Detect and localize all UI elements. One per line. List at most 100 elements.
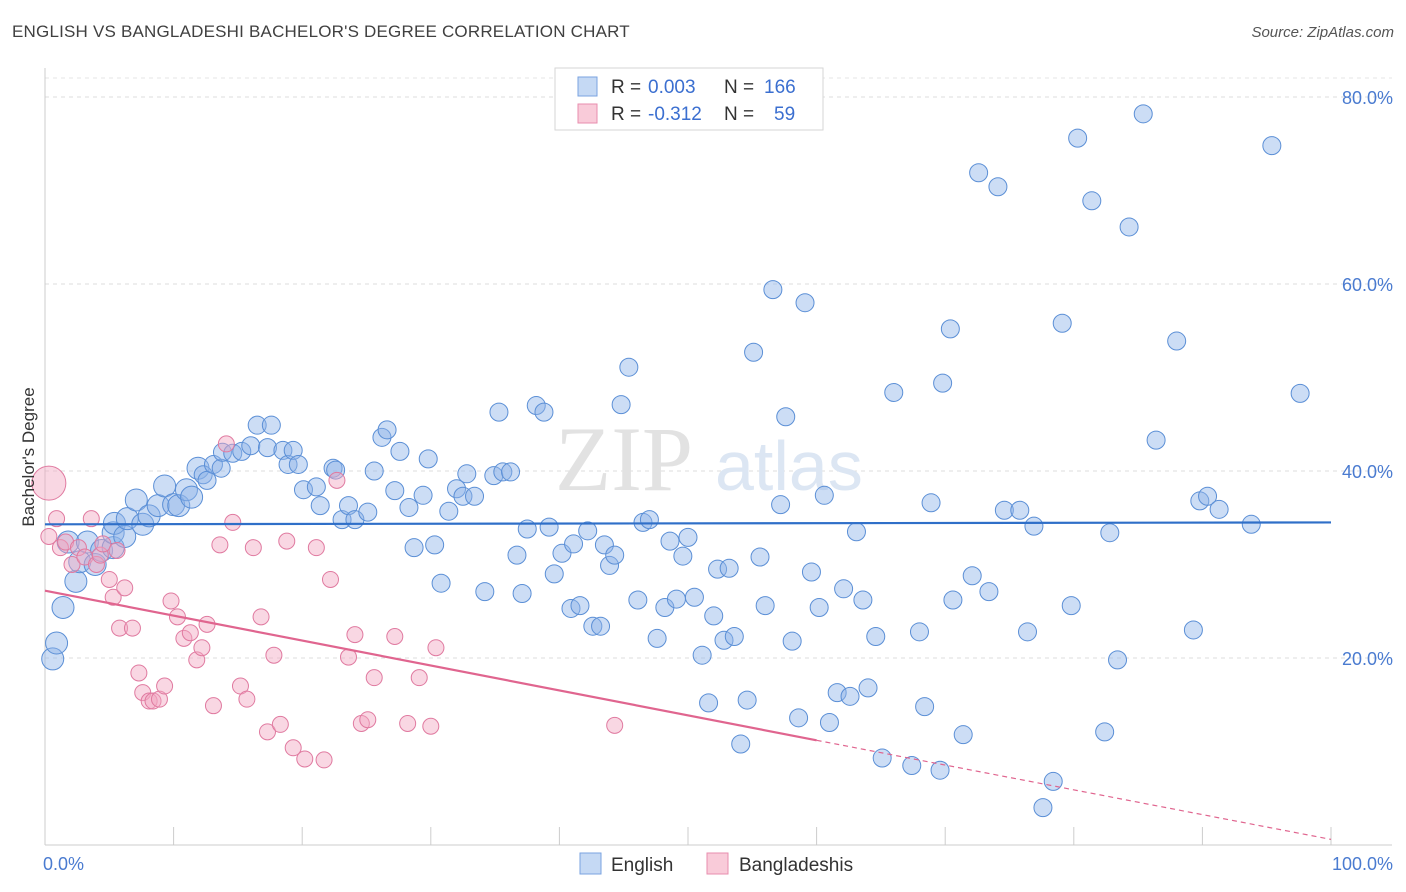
data-point-bangladeshis (315, 751, 333, 769)
data-point-english (953, 725, 973, 745)
data-point-bangladeshis (94, 535, 112, 553)
data-point-english (1052, 313, 1072, 333)
data-point-english (288, 454, 308, 474)
data-point-english (902, 756, 922, 776)
data-point-english (744, 342, 764, 362)
data-point-english (64, 569, 88, 593)
data-point-english (418, 449, 438, 469)
data-point-english (619, 357, 639, 377)
data-point-english (872, 748, 892, 768)
data-point-english (782, 631, 802, 651)
y-tick-label: 60.0% (1342, 275, 1393, 295)
data-point-bangladeshis (104, 588, 122, 606)
data-point-english (724, 626, 744, 646)
data-point-bangladeshis (198, 615, 216, 633)
legend-n-value-2: 59 (774, 104, 795, 125)
data-point-bangladeshis (82, 510, 100, 528)
data-point-english (493, 462, 513, 482)
data-point-bangladeshis (410, 669, 428, 687)
data-point-english (534, 402, 554, 422)
data-point-bangladeshis (111, 619, 129, 637)
data-point-english (465, 486, 485, 506)
data-point-bangladeshis (307, 539, 325, 557)
data-point-english (278, 454, 298, 474)
data-point-english (979, 582, 999, 602)
data-point-english (814, 485, 834, 505)
data-point-bangladeshis (346, 626, 364, 644)
data-point-english (714, 630, 734, 650)
data-point-english (1095, 722, 1115, 742)
data-point-english (247, 415, 267, 435)
data-point-bangladeshis (31, 465, 67, 501)
data-point-english (988, 177, 1008, 197)
data-point-english (283, 440, 303, 460)
bottom-legend-label-bangladeshis: Bangladeshis (739, 855, 853, 876)
data-point-bangladeshis (57, 533, 75, 551)
x-tick-label: 0.0% (43, 854, 84, 874)
source-credit: Source: ZipAtlas.com (1251, 24, 1394, 41)
data-point-bangladeshis (181, 624, 199, 642)
data-point-bangladeshis (156, 677, 174, 695)
data-point-english (364, 461, 384, 481)
data-point-english (834, 579, 854, 599)
data-point-english (866, 626, 886, 646)
data-point-bangladeshis (175, 629, 193, 647)
data-point-english (591, 616, 611, 636)
data-point-bangladeshis (63, 556, 81, 573)
x-tick-labels: 0.0% 100.0% (43, 854, 1393, 874)
data-point-english (994, 500, 1014, 520)
legend-r-value-2: -0.312 (648, 104, 702, 125)
data-point-english (45, 631, 69, 655)
data-point-english (660, 531, 680, 551)
series-bangladeshis (31, 435, 624, 769)
data-point-english (1290, 383, 1310, 403)
data-point-english (75, 530, 99, 554)
data-point-english (930, 760, 950, 780)
y-tick-label: 40.0% (1342, 462, 1393, 482)
data-point-english (399, 497, 419, 517)
data-point-english (1241, 514, 1261, 534)
data-point-english (684, 587, 704, 607)
data-point-english (1167, 331, 1187, 351)
data-point-english (51, 596, 75, 620)
data-point-english (310, 496, 330, 516)
data-point-english (1100, 523, 1120, 543)
data-point-english (338, 496, 358, 516)
data-point-bangladeshis (386, 627, 404, 645)
y-tick-label: 80.0% (1342, 88, 1393, 108)
data-point-english (1133, 104, 1153, 124)
data-point-english (1018, 622, 1038, 642)
data-point-english (564, 534, 584, 554)
data-point-english (1108, 650, 1128, 670)
data-point-english (719, 558, 739, 578)
data-point-english (197, 470, 217, 490)
legend-r-label-2: R = (611, 104, 641, 125)
data-point-bangladeshis (144, 692, 162, 710)
x-tick-label: 100.0% (1332, 854, 1393, 874)
data-point-bangladeshis (217, 435, 235, 453)
data-point-bangladeshis (193, 639, 211, 657)
data-point-english (1024, 516, 1044, 536)
data-point-bangladeshis (284, 739, 302, 757)
data-point-bangladeshis (278, 532, 296, 550)
data-point-english (180, 485, 204, 509)
data-point-bangladeshis (427, 639, 445, 657)
data-point-english (801, 562, 821, 582)
data-point-english (475, 582, 495, 602)
data-point-english (431, 573, 451, 593)
watermark: ZIP atlas (555, 408, 863, 510)
data-point-bangladeshis (100, 570, 118, 588)
data-point-english (539, 517, 559, 537)
data-point-english (1198, 486, 1218, 506)
data-point-english (594, 535, 614, 555)
data-point-bangladeshis (258, 723, 276, 741)
data-point-bangladeshis (69, 539, 87, 557)
data-point-bangladeshis (359, 711, 377, 729)
data-point-english (1119, 217, 1139, 237)
data-point-english (750, 547, 770, 567)
data-point-english (261, 415, 281, 435)
data-point-english (489, 402, 509, 422)
data-point-english (1010, 500, 1030, 520)
data-point-english (447, 479, 467, 499)
watermark-atlas: atlas (715, 427, 863, 505)
